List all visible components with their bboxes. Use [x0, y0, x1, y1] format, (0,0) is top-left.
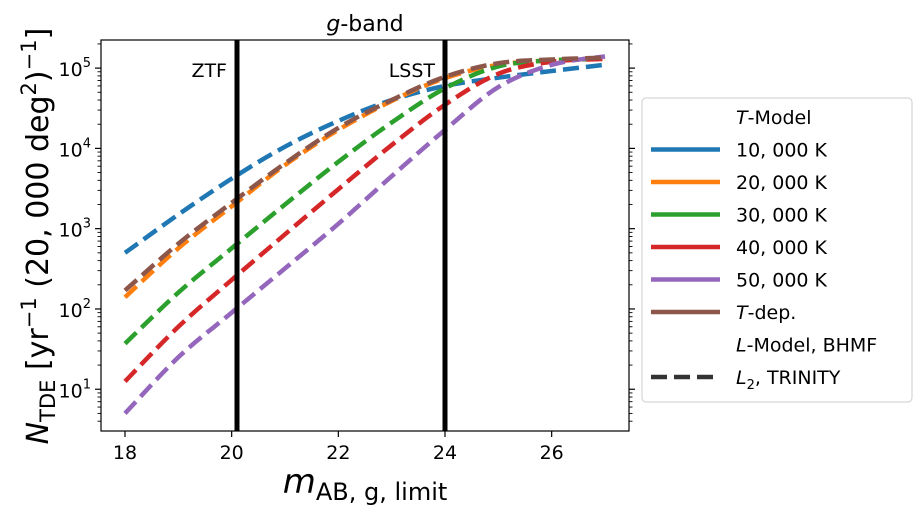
x-tick-label-20: 20	[220, 442, 244, 464]
chart-title: g-band	[326, 12, 403, 37]
series-line-5	[123, 54, 606, 415]
y-tick-label-2: 102	[59, 297, 91, 322]
y-axis-label-rest: [yr	[21, 328, 56, 380]
legend-label-entry-5: 50, 000 K	[736, 270, 828, 292]
x-tick-label-18: 18	[113, 442, 137, 464]
y-axis-label-close: ]	[21, 28, 56, 40]
x-axis-label: mAB, g, limit	[283, 462, 448, 506]
legend-label-entry-6: T-dep.	[736, 302, 796, 324]
y-axis-label-sup1: −1	[17, 297, 41, 328]
legend-label-entry-2: 20, 000 K	[736, 172, 828, 194]
plot-frame	[100, 39, 630, 432]
x-axis-label-sub: AB, g, limit	[316, 478, 447, 506]
x-tick-label-22: 22	[326, 442, 350, 464]
vline-label-lsst: LSST	[389, 60, 436, 82]
series-line-6	[123, 55, 606, 293]
legend-label-entry-4: 40, 000 K	[736, 237, 828, 259]
y-tick-label-4: 104	[59, 136, 91, 161]
y-axis-label-mid: (20, 000 deg	[21, 95, 56, 297]
legend-label-header-t-model: T-Model	[736, 107, 812, 129]
y-tick-label-3: 103	[59, 217, 91, 242]
series-line-4	[123, 56, 606, 384]
series-layer	[123, 54, 606, 415]
legend-label-entry-trinity: L2, TRINITY	[736, 367, 841, 393]
series-line-1	[123, 62, 606, 255]
vline-layer: ZTF LSST	[191, 40, 448, 431]
y-axis-label-main: N	[21, 422, 56, 444]
chart-title-italic: g	[326, 12, 340, 37]
vline-label-ztf: ZTF	[191, 60, 227, 82]
y-axis-label-sup2: 2	[17, 82, 41, 95]
y-axis-label-sub: TDE	[36, 380, 60, 423]
y-tick-label-1: 101	[59, 377, 91, 402]
x-tick-label-26: 26	[540, 442, 564, 464]
legend-frame	[641, 97, 913, 403]
x-axis-label-main: m	[283, 462, 316, 502]
y-axis-label: NTDE [yr−1 (20, 000 deg2)−1]	[17, 28, 60, 445]
legend: T-Model 10, 000 K 20, 000 K 30, 000 K 40, 00…	[641, 97, 913, 403]
plot-area	[101, 40, 629, 431]
y-tick-label-5: 105	[59, 56, 91, 81]
chart-title-rest: -band	[340, 12, 403, 37]
legend-label-entry-1: 10, 000 K	[736, 140, 828, 162]
legend-label-header-l-model: L-Model, BHMF	[736, 335, 877, 357]
tick-layer: 18 20 22 24 26 101 102 103 104 105	[59, 43, 635, 464]
y-axis-label-sup3: −1	[17, 39, 41, 70]
legend-label-entry-3: 30, 000 K	[736, 205, 828, 227]
y-axis-label-end: )	[21, 70, 56, 82]
x-tick-label-24: 24	[433, 442, 457, 464]
legend-entries: T-Model 10, 000 K 20, 000 K 30, 000 K 40, 00…	[651, 107, 877, 393]
